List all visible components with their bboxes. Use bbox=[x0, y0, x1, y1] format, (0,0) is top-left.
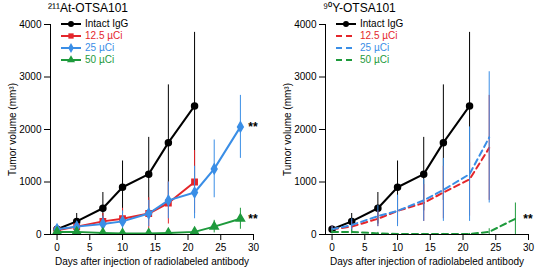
svg-text:3000: 3000 bbox=[19, 71, 42, 82]
svg-text:**: ** bbox=[248, 212, 258, 226]
svg-text:10: 10 bbox=[392, 242, 404, 253]
svg-text:0: 0 bbox=[54, 242, 60, 253]
svg-text:30: 30 bbox=[523, 242, 535, 253]
svg-text:**: ** bbox=[248, 120, 258, 134]
svg-text:15: 15 bbox=[150, 242, 162, 253]
svg-text:4000: 4000 bbox=[19, 19, 42, 30]
svg-text:Tumor volume (mm³): Tumor volume (mm³) bbox=[7, 83, 18, 176]
svg-text:10: 10 bbox=[117, 242, 129, 253]
html-text:25 µCi: 25 µCi bbox=[85, 42, 115, 53]
svg-text:0: 0 bbox=[36, 229, 42, 240]
html-text:²¹¹At-OTSA101: ²¹¹At-OTSA101 bbox=[48, 1, 128, 15]
svg-text:Days after injection of radiol: Days after injection of radiolabeled ant… bbox=[55, 256, 249, 267]
svg-text:4000: 4000 bbox=[294, 19, 317, 30]
svg-text:2000: 2000 bbox=[294, 124, 317, 135]
svg-text:20: 20 bbox=[182, 242, 194, 253]
svg-text:0: 0 bbox=[329, 242, 335, 253]
svg-text:3000: 3000 bbox=[294, 71, 317, 82]
html-text:25 µCi: 25 µCi bbox=[360, 42, 390, 53]
svg-text:5: 5 bbox=[362, 242, 368, 253]
svg-text:1000: 1000 bbox=[19, 176, 42, 187]
svg-text:20: 20 bbox=[457, 242, 469, 253]
svg-text:Days after injection of radiol: Days after injection of radiolabeled ant… bbox=[330, 256, 524, 267]
svg-text:5: 5 bbox=[87, 242, 93, 253]
html-text:50 µCi: 50 µCi bbox=[85, 54, 115, 65]
html-text:12.5 µCi: 12.5 µCi bbox=[360, 30, 398, 41]
html-text:12.5 µCi: 12.5 µCi bbox=[85, 30, 123, 41]
svg-text:1000: 1000 bbox=[294, 176, 317, 187]
svg-text:30: 30 bbox=[248, 242, 260, 253]
svg-text:**: ** bbox=[523, 212, 533, 226]
svg-text:0: 0 bbox=[311, 229, 317, 240]
html-text:Intact IgG: Intact IgG bbox=[360, 18, 404, 29]
html-text:Intact IgG: Intact IgG bbox=[85, 18, 129, 29]
svg-text:2000: 2000 bbox=[19, 124, 42, 135]
svg-text:25: 25 bbox=[490, 242, 502, 253]
html-text:⁹⁰Y-OTSA101: ⁹⁰Y-OTSA101 bbox=[323, 1, 396, 15]
html-text:50 µCi: 50 µCi bbox=[360, 54, 390, 65]
svg-text:25: 25 bbox=[215, 242, 227, 253]
svg-text:Tumor volume (mm³): Tumor volume (mm³) bbox=[282, 83, 293, 176]
svg-text:15: 15 bbox=[425, 242, 437, 253]
